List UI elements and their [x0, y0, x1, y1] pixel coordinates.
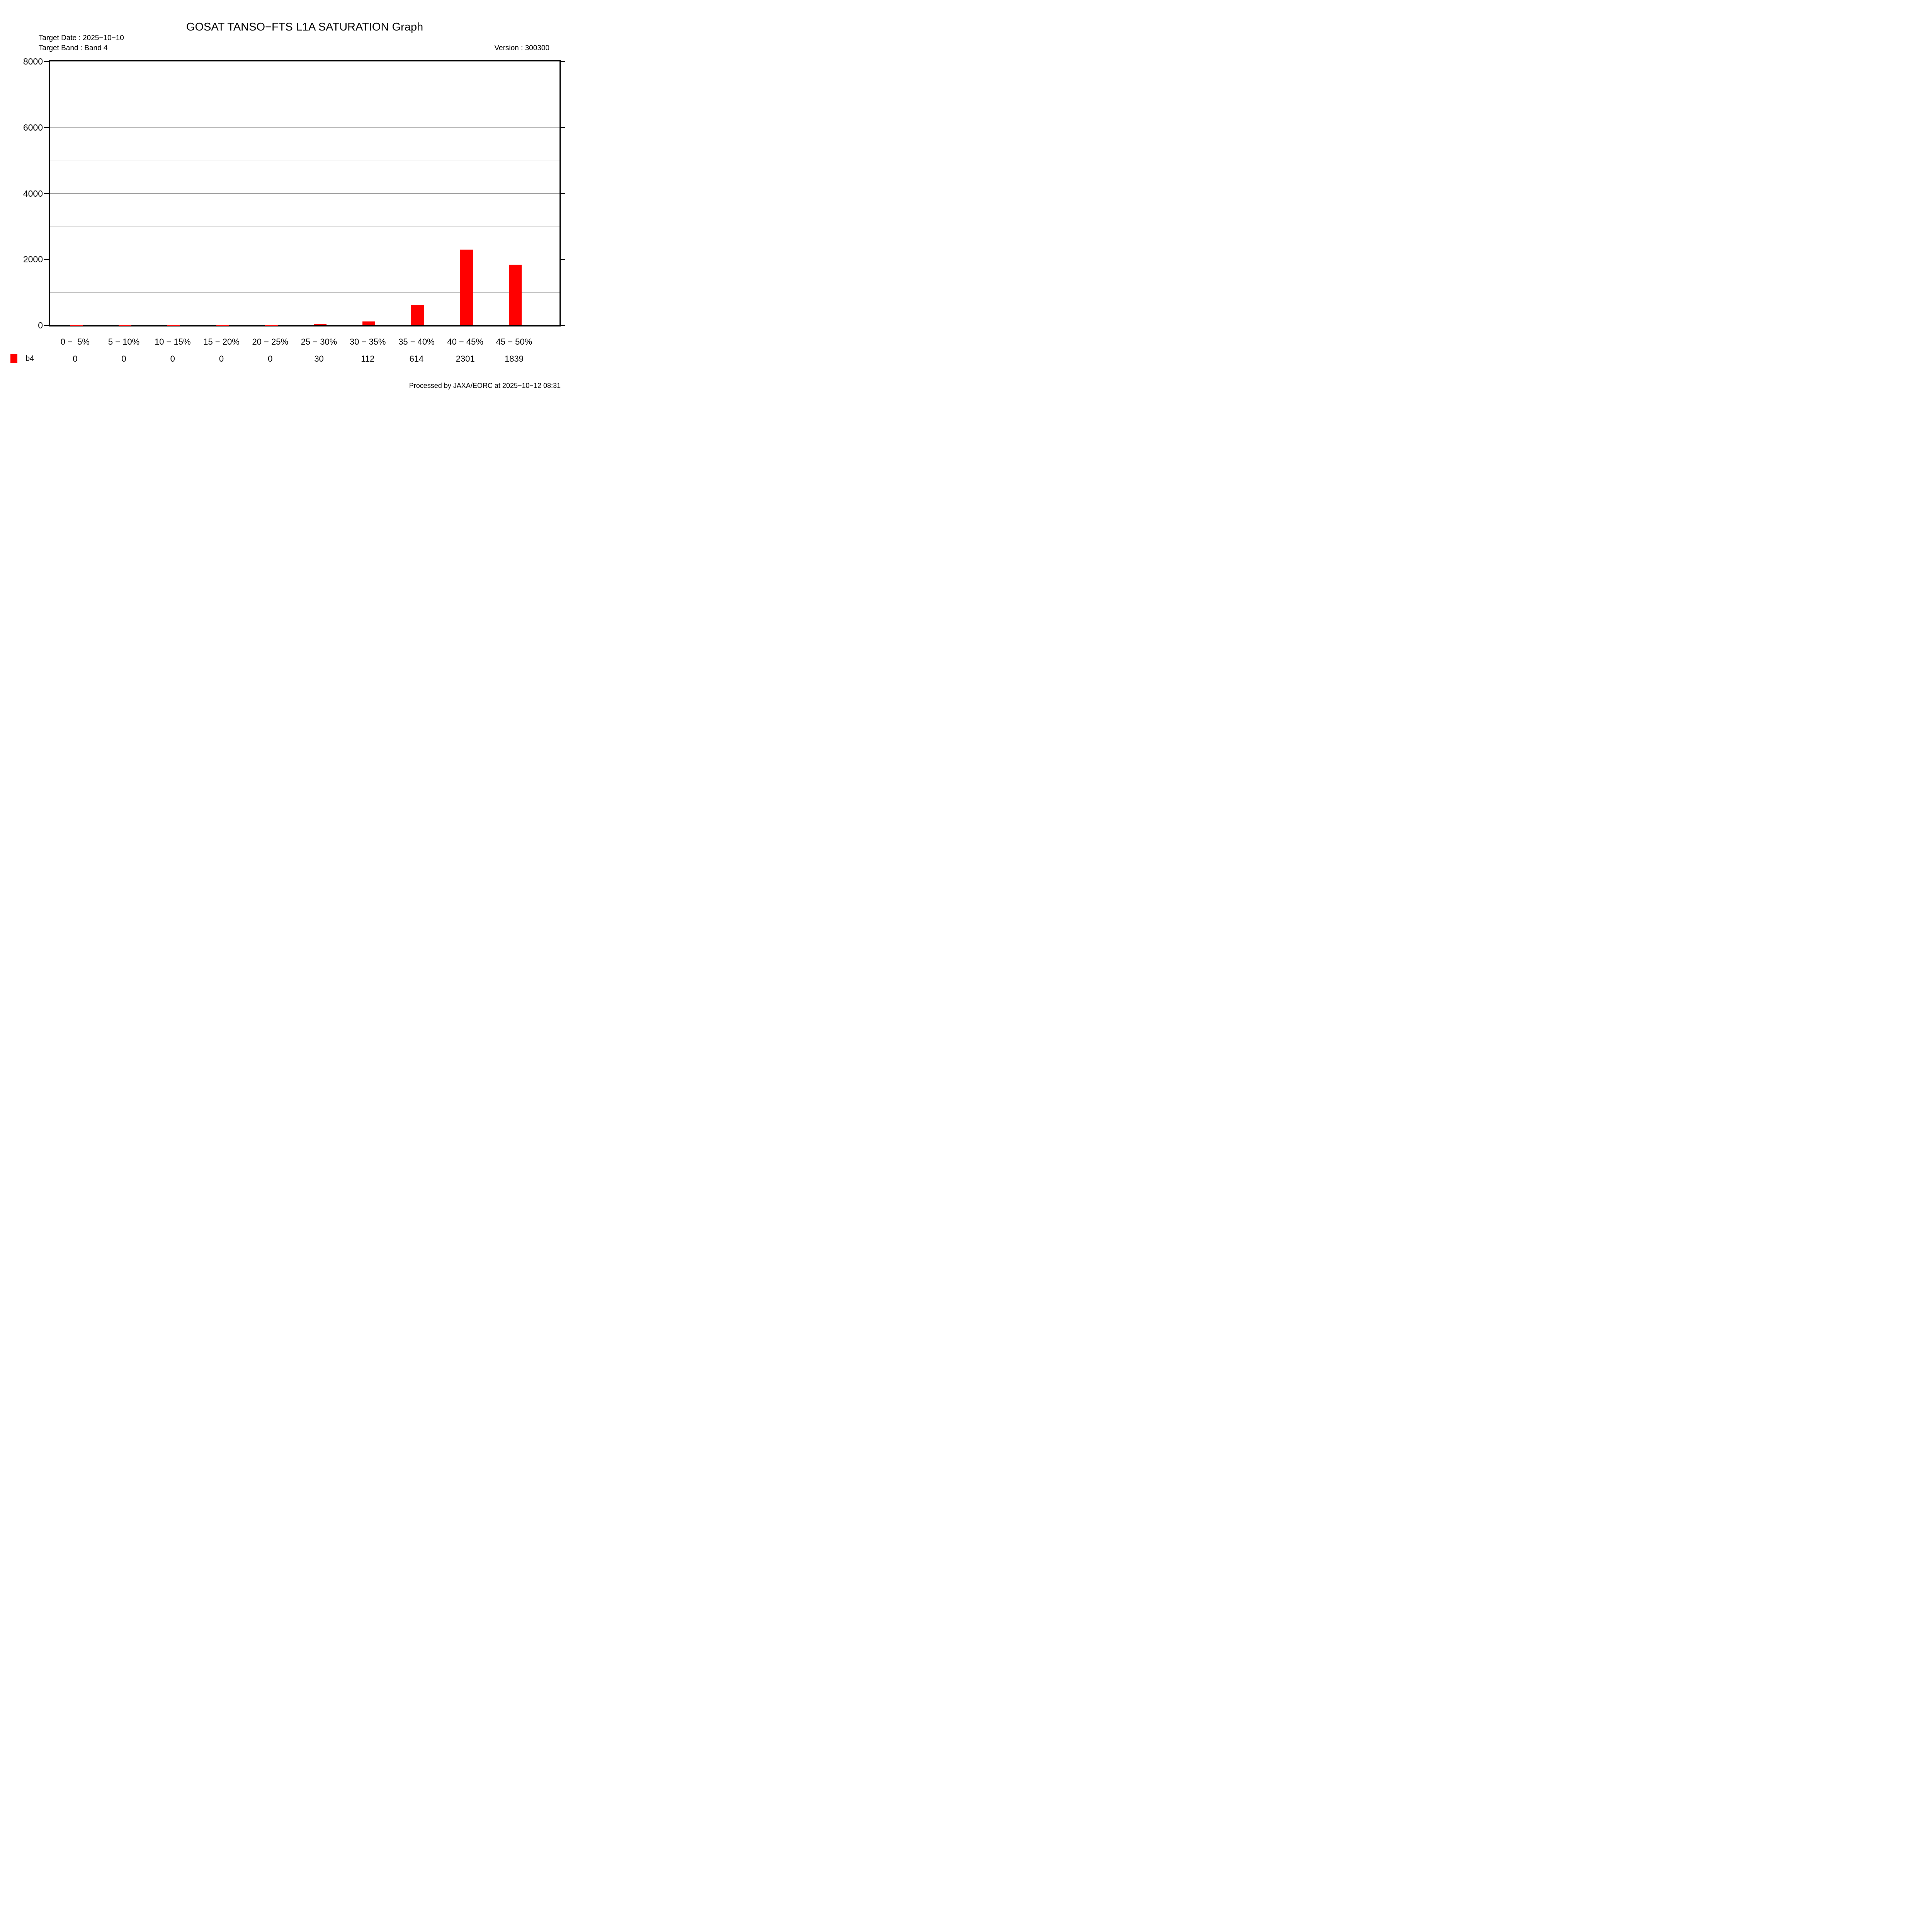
y-tick-left — [44, 61, 49, 62]
legend-value: 112 — [361, 354, 375, 364]
bar — [70, 325, 83, 326]
bar — [411, 305, 424, 325]
y-gridline — [50, 193, 560, 194]
bar — [362, 321, 376, 325]
y-tick-right — [561, 61, 565, 62]
legend-value: 0 — [121, 354, 126, 364]
y-tick-left — [44, 325, 49, 326]
x-category-label: 40 − 45% — [447, 337, 483, 347]
bar — [119, 325, 132, 326]
x-category-label: 45 − 50% — [496, 337, 532, 347]
legend-value: 0 — [268, 354, 273, 364]
y-axis-tick-label: 0 — [38, 320, 43, 330]
bar — [167, 325, 180, 326]
target-date-label: Target Date : 2025−10−10 — [39, 34, 124, 42]
x-category-label: 15 − 20% — [203, 337, 240, 347]
bar — [509, 265, 522, 325]
legend-swatch — [10, 354, 17, 363]
bar — [216, 325, 229, 326]
x-category-label: 20 − 25% — [252, 337, 289, 347]
legend-value: 614 — [409, 354, 424, 364]
legend-value: 0 — [73, 354, 78, 364]
x-category-label: 5 − 10% — [108, 337, 140, 347]
y-tick-right — [561, 127, 565, 128]
chart-title: GOSAT TANSO−FTS L1A SATURATION Graph — [186, 21, 423, 33]
plot-area: 0 2000 4000 6000 8000 — [23, 57, 565, 330]
legend-value: 2301 — [456, 354, 475, 364]
x-category-label: 0 − 5% — [60, 337, 90, 347]
y-axis-tick-label: 2000 — [23, 254, 43, 265]
x-category-label: 30 − 35% — [349, 337, 386, 347]
bar — [265, 325, 278, 326]
y-axis-tick-label: 4000 — [23, 188, 43, 199]
target-band-label: Target Band : Band 4 — [39, 44, 108, 52]
y-axis-tick-label: 8000 — [23, 56, 43, 66]
y-tick-left — [44, 193, 49, 194]
processed-by-label: Processed by JAXA/EORC at 2025−10−12 08:… — [409, 382, 561, 389]
y-tick-left — [44, 127, 49, 128]
legend-value: 1839 — [504, 354, 524, 364]
bar — [313, 324, 327, 325]
x-category-label: 35 − 40% — [398, 337, 435, 347]
bar — [460, 250, 473, 325]
y-gridline — [50, 127, 560, 128]
y-tick-right — [561, 325, 565, 326]
x-category-label: 10 − 15% — [154, 337, 191, 347]
x-category-label: 25 − 30% — [301, 337, 337, 347]
saturation-graph-page: GOSAT TANSO−FTS L1A SATURATION Graph Tar… — [0, 0, 606, 428]
y-axis-tick-label: 6000 — [23, 122, 43, 133]
y-tick-right — [561, 193, 565, 194]
legend-value: 0 — [170, 354, 175, 364]
version-label: Version : 300300 — [494, 44, 549, 52]
y-tick-left — [44, 258, 49, 260]
legend-series-label: b4 — [26, 354, 34, 363]
legend-value: 30 — [314, 354, 324, 364]
y-tick-right — [561, 258, 565, 260]
legend-value: 0 — [219, 354, 224, 364]
